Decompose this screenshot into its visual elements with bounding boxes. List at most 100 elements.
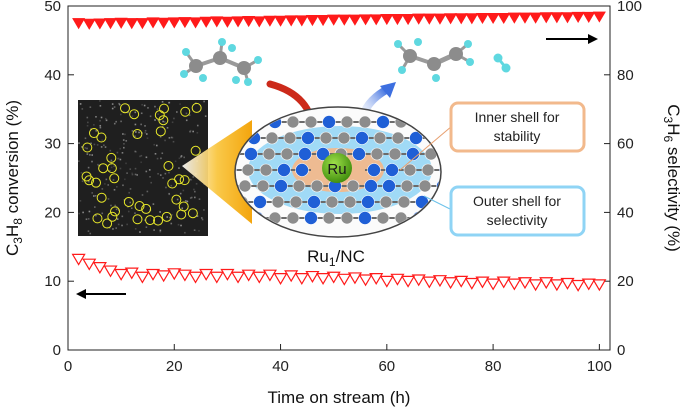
svg-text:stability: stability xyxy=(494,128,541,144)
svg-text:Inner shell for: Inner shell for xyxy=(475,109,560,125)
conversion-point xyxy=(188,271,203,284)
selectivity-point xyxy=(316,15,330,27)
atom-marker-icon xyxy=(132,214,143,225)
atom-marker-icon xyxy=(96,192,107,203)
selectivity-point xyxy=(507,12,521,24)
svg-text:selectivity: selectivity xyxy=(487,212,548,228)
inner-shell-callout: Inner shell for stability xyxy=(449,101,586,153)
atom-marker-icon xyxy=(190,145,201,156)
selectivity-point xyxy=(422,13,436,25)
selectivity-point xyxy=(369,14,383,26)
atom-marker-icon xyxy=(109,173,120,184)
selectivity-point xyxy=(571,11,585,23)
magnifier-beam xyxy=(182,120,252,224)
conversion-point xyxy=(581,278,596,291)
selectivity-point xyxy=(199,16,213,28)
conversion-point xyxy=(92,262,107,275)
atom-marker-icon xyxy=(82,142,93,153)
x-tick-label: 80 xyxy=(485,358,502,375)
selectivity-point xyxy=(252,16,266,28)
atom-marker-icon xyxy=(153,215,164,226)
conversion-point xyxy=(422,276,437,289)
selectivity-point xyxy=(486,12,500,25)
y-left-tick-label: 10 xyxy=(44,273,61,290)
conversion-point xyxy=(337,273,352,286)
conversion-point xyxy=(358,274,373,287)
selectivity-point xyxy=(210,16,224,28)
conversion-point xyxy=(209,271,224,284)
atom-marker-icon xyxy=(132,129,143,140)
atom-marker-icon xyxy=(81,171,92,182)
atom-marker-icon xyxy=(161,211,172,222)
ru-atom: Ru xyxy=(322,153,352,183)
conversion-point xyxy=(379,275,394,288)
conversion-point xyxy=(560,277,575,290)
svg-text:Ru: Ru xyxy=(327,161,346,178)
y-right-tick-label: 100 xyxy=(617,0,642,15)
selectivity-point xyxy=(146,17,160,29)
conversion-point xyxy=(454,275,469,288)
selectivity-point xyxy=(560,12,575,24)
x-tick-label: 60 xyxy=(378,358,395,375)
conversion-point xyxy=(305,270,320,283)
atom-marker-icon xyxy=(91,177,102,188)
conversion-point xyxy=(199,268,214,281)
conversion-point xyxy=(347,272,362,285)
selectivity-point xyxy=(231,16,245,28)
atom-marker-icon xyxy=(179,175,190,186)
conversion-point xyxy=(571,279,586,292)
atom-marker-icon xyxy=(158,103,169,114)
propylene-molecule-icon xyxy=(394,38,474,82)
right-y-axis: 0 20 40 60 80 100 xyxy=(604,0,642,359)
selectivity-point xyxy=(390,13,404,26)
selectivity-point xyxy=(592,11,606,23)
selectivity-point xyxy=(82,18,96,30)
atom-marker-icon xyxy=(129,109,140,120)
conversion-point xyxy=(390,273,405,286)
series-conversion xyxy=(71,253,607,292)
conversion-point xyxy=(475,276,490,289)
y-right-tick-label: 40 xyxy=(617,204,634,221)
selectivity-point xyxy=(465,13,479,25)
y-right-tick-label: 80 xyxy=(617,67,634,84)
conversion-point xyxy=(549,279,564,292)
selectivity-point xyxy=(359,14,373,26)
conversion-point xyxy=(507,278,522,291)
conversion-point xyxy=(103,265,118,278)
selectivity-point xyxy=(497,12,511,25)
selectivity-point xyxy=(114,17,128,29)
outer-shell-callout: Outer shell for selectivity xyxy=(449,185,586,237)
selectivity-point xyxy=(274,15,288,27)
selectivity-point xyxy=(550,12,564,24)
conversion-point xyxy=(252,271,267,284)
atom-marker-icon xyxy=(158,115,169,126)
conversion-point xyxy=(135,271,150,284)
selectivity-point xyxy=(305,15,319,27)
series-selectivity xyxy=(72,11,606,30)
conversion-point xyxy=(294,273,309,286)
atom-marker-icon xyxy=(106,152,117,163)
conversion-point xyxy=(114,268,129,281)
atom-marker-icon xyxy=(187,208,198,219)
selectivity-point xyxy=(220,16,234,28)
atom-marker-icon xyxy=(107,211,118,222)
conversion-point xyxy=(486,278,501,291)
conversion-point xyxy=(71,253,86,266)
conversion-point xyxy=(156,270,171,283)
conversion-point xyxy=(443,277,458,290)
conversion-point xyxy=(496,276,511,289)
selectivity-point xyxy=(327,14,341,26)
left-y-axis: 0 10 20 30 40 50 xyxy=(44,0,74,359)
conversion-point xyxy=(539,277,554,290)
conversion-point xyxy=(177,269,192,282)
left-axis-arrow xyxy=(76,289,126,299)
conversion-point xyxy=(464,277,479,290)
atom-marker-icon xyxy=(191,102,202,113)
selectivity-point xyxy=(433,13,447,25)
selectivity-point xyxy=(518,12,532,24)
y-left-tick-label: 20 xyxy=(44,204,61,221)
selectivity-point xyxy=(582,11,596,23)
y-right-tick-label: 20 xyxy=(617,273,634,290)
